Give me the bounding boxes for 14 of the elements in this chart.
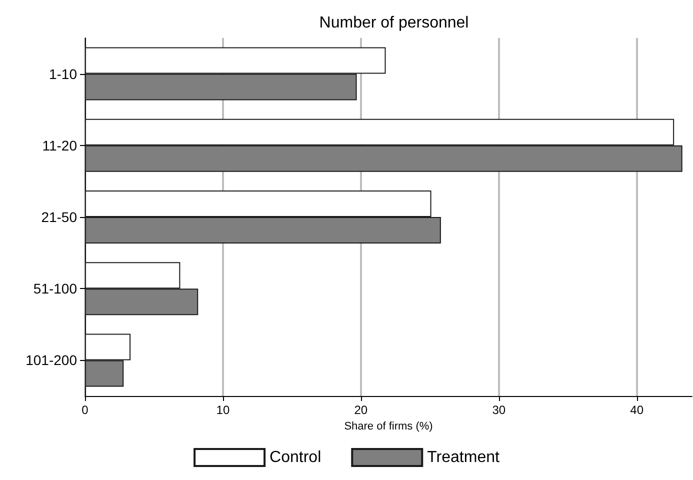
x-tick-label: 40 <box>630 403 644 417</box>
y-tick-label: 11-20 <box>42 137 78 154</box>
x-tick-label: 0 <box>82 403 89 417</box>
legend-label: Treatment <box>427 449 500 466</box>
legend-label: Control <box>270 449 322 466</box>
x-tick-label: 20 <box>354 403 368 417</box>
y-tick-label: 1-10 <box>48 66 78 82</box>
y-tick-label: 21-50 <box>41 209 78 225</box>
x-tick-label: 10 <box>216 403 230 417</box>
x-axis-title: Share of firms (%) <box>344 420 433 432</box>
chart-title: Number of personnel <box>319 14 469 32</box>
y-tick-label: 51-100 <box>33 280 78 297</box>
y-tick-label: 101-200 <box>26 352 78 368</box>
x-tick-label: 30 <box>492 403 506 417</box>
